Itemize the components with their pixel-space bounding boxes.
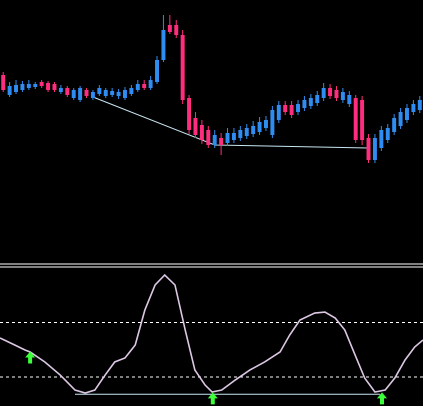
candle-body: [379, 130, 384, 148]
candle-body: [251, 126, 256, 134]
candle-body: [321, 88, 326, 98]
signal-arrow: [376, 392, 387, 405]
candle-body: [39, 82, 44, 86]
candle-body: [257, 122, 262, 132]
candle-body: [411, 104, 416, 112]
candle-body: [187, 98, 192, 130]
candle-body: [110, 91, 115, 95]
candle-body: [263, 120, 268, 128]
candle-body: [71, 90, 76, 98]
candle-body: [65, 88, 70, 95]
candle-body: [302, 100, 307, 108]
candle-body: [219, 138, 224, 145]
candle-body: [20, 84, 25, 90]
candle-body: [353, 98, 358, 140]
candle-body: [270, 110, 275, 135]
candle-body: [308, 98, 313, 106]
candle-body: [372, 138, 377, 160]
candle-body: [199, 125, 204, 140]
candle-body: [225, 133, 230, 143]
candle-body: [340, 92, 345, 100]
candle-body: [385, 128, 390, 140]
candle-body: [1, 75, 6, 90]
candle-body: [417, 100, 422, 110]
candle-body: [289, 105, 294, 115]
candle-body: [206, 130, 211, 145]
candle-body: [283, 105, 288, 112]
candle-body: [392, 118, 397, 132]
candle-body: [103, 90, 108, 96]
candle-body: [14, 85, 19, 92]
candle-body: [244, 128, 249, 136]
candle-body: [46, 83, 51, 90]
candle-body: [52, 84, 57, 90]
candle-body: [33, 84, 38, 87]
oscillator-line: [0, 273, 423, 394]
candle-body: [7, 86, 12, 95]
candle-body: [231, 133, 236, 140]
signal-arrow: [207, 392, 218, 405]
candle-body: [347, 95, 352, 104]
signal-arrow: [25, 351, 36, 364]
candle-body: [404, 108, 409, 120]
candle-body: [161, 30, 166, 60]
candle-body: [174, 25, 179, 35]
candle-body: [116, 92, 121, 96]
candle-body: [97, 88, 102, 94]
candle-body: [334, 90, 339, 98]
candle-body: [90, 92, 95, 98]
candle-body: [78, 88, 83, 100]
candle-body: [296, 104, 301, 112]
candle-body: [122, 90, 127, 98]
candle-body: [212, 135, 217, 145]
candle-body: [135, 84, 140, 90]
candle-body: [142, 84, 147, 88]
candle-body: [180, 35, 185, 100]
candle-body: [26, 84, 31, 88]
candle-body: [167, 25, 172, 32]
candle-body: [155, 60, 160, 82]
candle-body: [58, 88, 63, 92]
candle-body: [238, 130, 243, 138]
candle-body: [366, 138, 371, 160]
candle-body: [328, 88, 333, 96]
candle-body: [129, 88, 134, 94]
candle-body: [193, 118, 198, 135]
candle-body: [360, 100, 365, 140]
candle-body: [84, 90, 89, 96]
candle-body: [398, 112, 403, 126]
candle-body: [276, 105, 281, 120]
candle-body: [315, 95, 320, 103]
candle-body: [148, 80, 153, 88]
